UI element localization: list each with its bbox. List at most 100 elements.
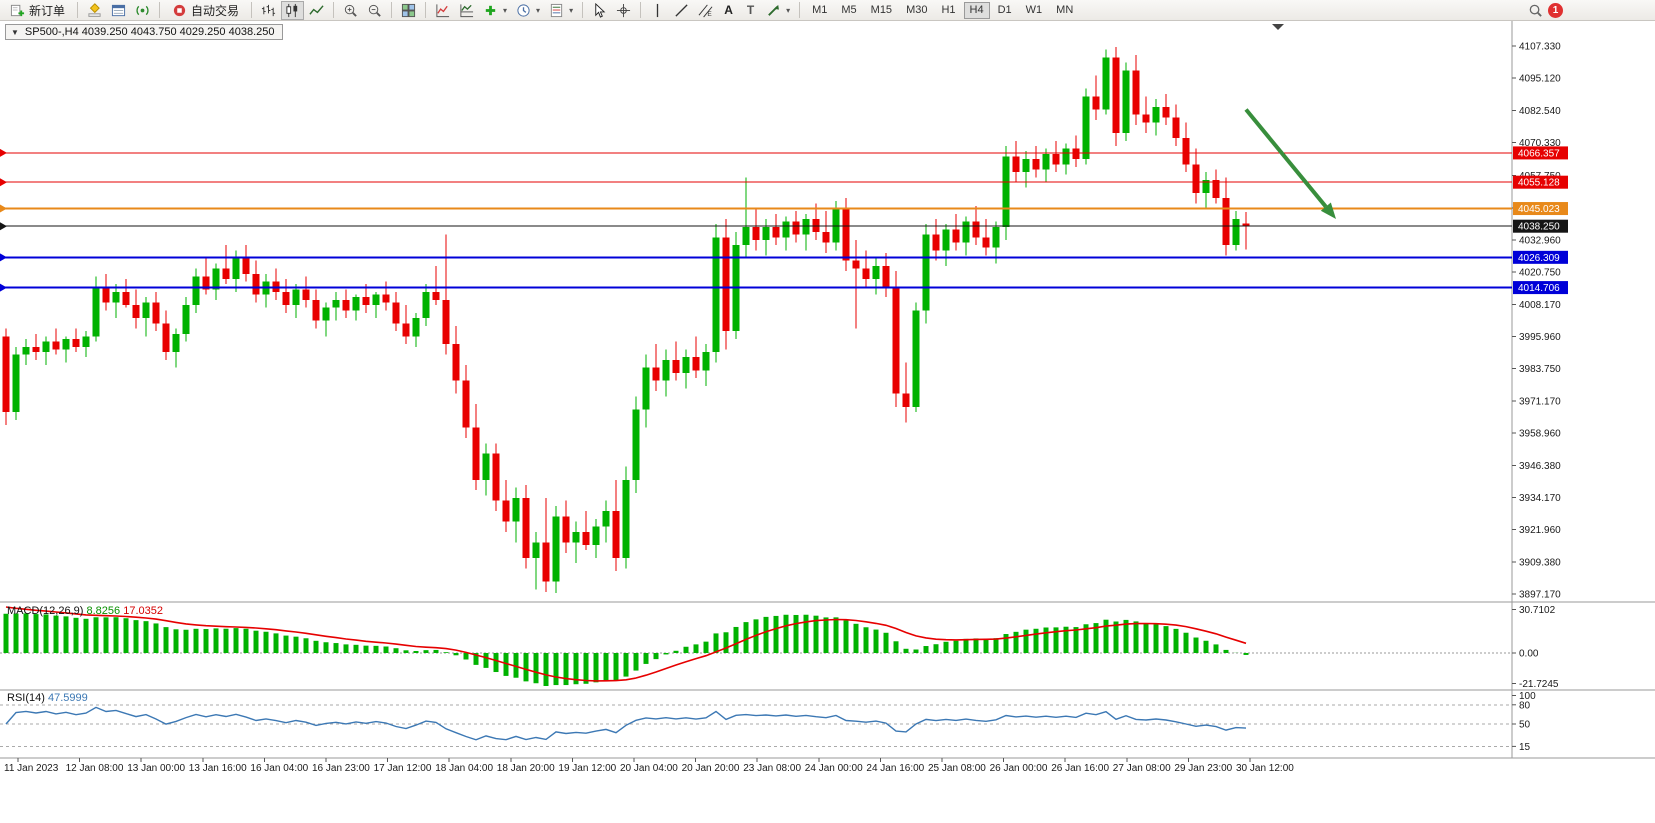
candle-bullish — [942, 229, 950, 251]
candle-bullish — [1202, 179, 1210, 193]
trend-arrow-line[interactable] — [1244, 108, 1328, 208]
price-axis-label: 4107.330 — [1519, 42, 1561, 53]
trendline-tool-button[interactable] — [670, 1, 693, 20]
candle-bullish — [1082, 96, 1090, 160]
timeframe-button-mn[interactable]: MN — [1050, 2, 1079, 19]
candle-bullish — [682, 357, 690, 373]
bar-chart-button[interactable] — [257, 1, 280, 20]
candle-bearish — [242, 258, 250, 274]
candle-bullish — [1152, 106, 1160, 123]
candle-bearish — [162, 323, 170, 353]
market-watch-button[interactable] — [107, 1, 130, 20]
auto-trading-button[interactable]: 自动交易 — [165, 1, 246, 20]
timeframe-button-d1[interactable]: D1 — [992, 2, 1018, 19]
candle-bearish — [122, 292, 130, 306]
time-axis-label: 24 Jan 16:00 — [866, 763, 924, 774]
candle-bullish — [112, 292, 120, 303]
periods-button[interactable]: ▾ — [512, 1, 544, 20]
candle-bullish — [1022, 159, 1030, 173]
timeframe-button-m1[interactable]: M1 — [806, 2, 833, 19]
symbol-info-tab[interactable]: ▼ SP500-,H4 4039.250 4043.750 4029.250 4… — [5, 24, 284, 40]
price-tag-label: 4014.706 — [1518, 283, 1560, 294]
price-axis-label: 4095.120 — [1519, 73, 1561, 84]
timeframe-button-w1[interactable]: W1 — [1020, 2, 1049, 19]
label-tool-button[interactable]: T — [740, 1, 761, 20]
timeframe-button-m15[interactable]: M15 — [865, 2, 898, 19]
candle-bullish — [482, 453, 490, 480]
text-tool-button[interactable]: A — [718, 1, 739, 20]
candle-bearish — [1172, 117, 1180, 139]
search-icon — [1529, 4, 1542, 17]
tile-windows-button[interactable] — [397, 1, 420, 20]
templates-button[interactable]: ▾ — [545, 1, 577, 20]
cursor-icon — [595, 2, 606, 18]
indicators-button[interactable] — [431, 1, 454, 20]
candle-bearish — [972, 221, 980, 238]
toolbar-separator — [159, 2, 161, 18]
candle-bullish — [332, 299, 340, 308]
trend-arrow-head — [1320, 202, 1336, 220]
timeframe-button-h4[interactable]: H4 — [963, 1, 990, 19]
line-left-marker — [0, 253, 7, 262]
zoom-in-button[interactable] — [339, 1, 362, 20]
candle-bearish — [52, 341, 60, 350]
candle-bullish — [1122, 70, 1130, 133]
indicator-windows-button[interactable] — [455, 1, 478, 20]
price-tag — [1513, 175, 1568, 189]
price-axis-label: 4070.330 — [1519, 138, 1561, 149]
price-axis-label: 4020.750 — [1519, 267, 1561, 278]
candle-bearish — [852, 260, 860, 269]
timeframe-button-m30[interactable]: M30 — [900, 2, 933, 19]
arrows-tool-button[interactable]: ▾ — [762, 1, 794, 20]
zoom-out-button[interactable] — [363, 1, 386, 20]
price-axis-label: 4082.540 — [1519, 106, 1561, 117]
time-axis-label: 17 Jan 12:00 — [374, 763, 432, 774]
vertical-line-tool-button[interactable] — [646, 1, 669, 20]
candle-bearish — [492, 453, 500, 501]
candle-bullish — [22, 346, 30, 355]
dropdown-caret-icon: ▾ — [569, 5, 574, 15]
candle-bullish — [82, 336, 90, 347]
line-chart-button[interactable] — [305, 1, 328, 20]
time-axis-label: 29 Jan 23:00 — [1174, 763, 1232, 774]
price-chart-canvas[interactable]: 4107.3304095.1204082.5404070.3304057.750… — [0, 21, 1655, 823]
notification-badge[interactable]: 1 — [1548, 2, 1563, 18]
timeframe-button-h1[interactable]: H1 — [935, 2, 961, 19]
candle-bullish — [762, 226, 770, 240]
crosshair-button[interactable] — [612, 1, 635, 20]
add-indicator-button[interactable]: ▾ — [479, 1, 511, 20]
macd-axis-label: -21.7245 — [1519, 679, 1559, 690]
cursor-button[interactable] — [588, 1, 611, 20]
rsi-line — [5, 706, 1247, 741]
macd-axis-label: 30.7102 — [1519, 605, 1556, 616]
search-button[interactable] — [1524, 1, 1547, 20]
candle-bullish — [212, 268, 220, 290]
metaeditor-button[interactable] — [83, 1, 106, 20]
candle-bearish — [1192, 164, 1200, 193]
candle-bullish — [182, 305, 190, 334]
broadcast-icon — [136, 5, 149, 15]
candle-bearish — [152, 302, 160, 324]
candle-bearish — [312, 299, 320, 321]
channel-tool-button[interactable]: E — [694, 1, 717, 20]
chart-shift-marker[interactable] — [1272, 24, 1284, 30]
timeframe-group: M1 M5 M15 M30 H1 H4 D1 W1 MN — [805, 1, 1080, 19]
new-order-button[interactable]: 新订单 — [3, 1, 72, 20]
bar-chart-icon — [261, 4, 276, 16]
time-axis-label: 20 Jan 20:00 — [682, 763, 740, 774]
candle-bearish — [472, 427, 480, 480]
candle-bearish — [882, 265, 890, 287]
timeframe-button-m5[interactable]: M5 — [835, 2, 862, 19]
candle-bearish — [522, 498, 530, 558]
candle-bearish — [892, 286, 900, 394]
broadcast-button[interactable] — [131, 1, 154, 20]
trendline-icon — [675, 3, 688, 17]
candlestick-chart-button[interactable] — [281, 0, 305, 20]
time-axis-label: 16 Jan 04:00 — [250, 763, 308, 774]
toolbar-separator — [77, 2, 79, 18]
collapse-chart-icon[interactable]: ▼ — [11, 27, 19, 37]
macd-value-signal: 17.0352 — [123, 605, 163, 617]
add-indicator-icon — [485, 5, 496, 15]
candle-bearish — [442, 299, 450, 345]
main-toolbar: 新订单 自动交易 ▾ ▾ ▾ E A T ▾ — [0, 0, 1655, 21]
